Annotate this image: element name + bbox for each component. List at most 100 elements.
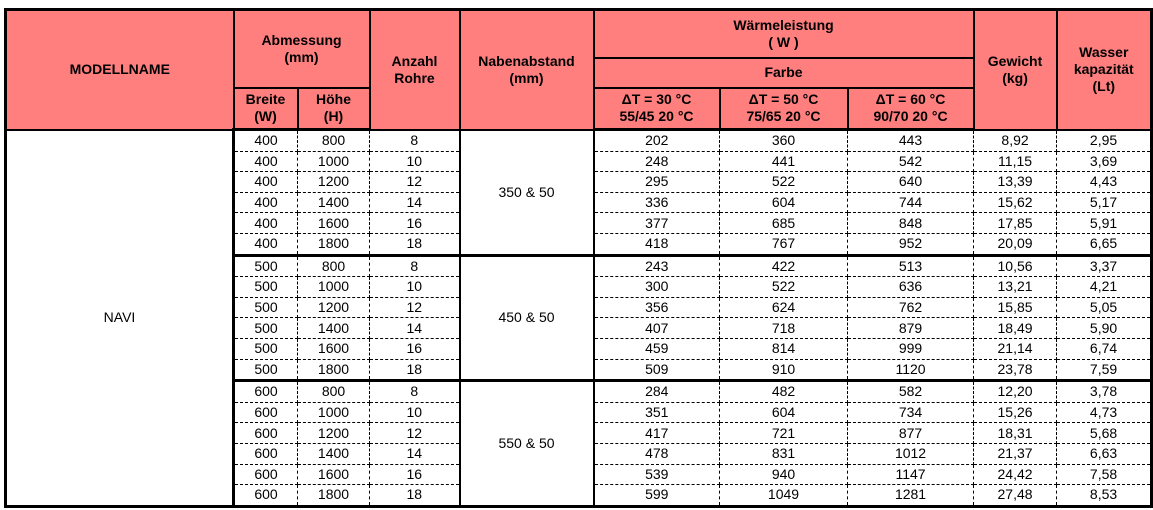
- dt60-cell: 640: [846, 171, 975, 193]
- dt50-cell: 721: [719, 422, 848, 444]
- breite-cell: 600: [232, 379, 298, 403]
- table-row: 600 800 8 550 & 50 284 482 582 12,20 3,78: [6, 379, 1153, 507]
- dt50-cell: 940: [719, 463, 848, 486]
- dt60-cell: 582: [846, 379, 975, 403]
- wasser-cell: 5,17: [1056, 191, 1153, 214]
- hoehe-cell: 1000: [297, 150, 370, 173]
- dt30-cell: 539: [592, 463, 720, 486]
- table-row: 600 1600 16 539 940 1147 24,42 7,58: [6, 463, 1153, 486]
- breite-cell: 400: [232, 129, 298, 152]
- breite-cell: 500: [232, 358, 298, 382]
- dt60-cell: 1120: [846, 358, 975, 382]
- wasser-cell: 6,63: [1056, 442, 1153, 465]
- dt60-cell: 542: [846, 150, 975, 173]
- anzahl-rohre-cell: 14: [369, 317, 460, 339]
- gewicht-cell: 15,85: [973, 296, 1058, 319]
- hoehe-cell: 1800: [297, 358, 370, 382]
- gewicht-cell: 13,21: [973, 276, 1058, 298]
- breite-cell: 400: [232, 232, 298, 256]
- dt50-cell: 604: [719, 401, 848, 424]
- dt30-cell: 509: [592, 358, 720, 382]
- breite-cell: 600: [232, 422, 298, 444]
- dt30-cell: 336: [592, 191, 720, 214]
- anzahl-rohre-cell: 12: [369, 422, 460, 444]
- dt50-cell: 522: [719, 276, 848, 298]
- breite-cell: 600: [232, 401, 298, 424]
- anzahl-rohre-cell: 10: [369, 401, 460, 424]
- dt30-cell: 459: [592, 337, 720, 360]
- dt50-cell: 522: [719, 171, 848, 193]
- dt30-cell: 284: [592, 379, 720, 403]
- hoehe-cell: 800: [297, 253, 370, 278]
- anzahl-rohre-cell: 10: [369, 276, 460, 298]
- hoehe-cell: 1800: [297, 232, 370, 256]
- anzahl-rohre-cell: 18: [369, 358, 460, 382]
- table-row: 500 1600 16 459 814 999 21,14 6,74: [6, 337, 1153, 360]
- hoehe-cell: 1600: [297, 212, 370, 234]
- breite-cell: 400: [232, 171, 298, 193]
- gewicht-cell: 18,31: [973, 422, 1058, 444]
- hoehe-cell: 800: [297, 379, 370, 403]
- table-row: 400 1600 16 377 685 848 17,85 5,91: [6, 212, 1153, 234]
- header-anzahl-rohre: Anzahl Rohre: [368, 8, 461, 131]
- dt30-cell: 295: [592, 171, 720, 193]
- hoehe-cell: 1200: [297, 296, 370, 319]
- hoehe-cell: 1400: [297, 191, 370, 214]
- wasser-cell: 6,65: [1056, 232, 1153, 256]
- wasser-cell: 3,78: [1056, 379, 1153, 403]
- breite-cell: 500: [232, 276, 298, 298]
- wasser-cell: 2,95: [1056, 129, 1153, 152]
- anzahl-rohre-cell: 8: [369, 129, 460, 152]
- breite-cell: 500: [232, 337, 298, 360]
- dt50-cell: 718: [719, 317, 848, 339]
- hoehe-cell: 1000: [297, 401, 370, 424]
- dt60-cell: 877: [846, 422, 975, 444]
- table-row: 500 1000 10 300 522 636 13,21 4,21: [6, 276, 1153, 298]
- breite-cell: 500: [232, 317, 298, 339]
- gewicht-cell: 12,20: [973, 379, 1058, 403]
- gewicht-cell: 21,37: [973, 442, 1058, 465]
- dt50-cell: 1049: [719, 484, 848, 507]
- hoehe-cell: 1200: [297, 171, 370, 193]
- breite-cell: 400: [232, 150, 298, 173]
- header-abmessung: Abmessung (mm): [232, 8, 371, 89]
- breite-cell: 400: [232, 212, 298, 234]
- wasser-cell: 6,74: [1056, 337, 1153, 360]
- modellname-cell: NAVI: [5, 129, 235, 507]
- table-row: 600 1400 14 478 831 1012 21,37 6,63: [6, 442, 1153, 465]
- anzahl-rohre-cell: 18: [369, 232, 460, 256]
- gewicht-cell: 11,15: [973, 150, 1058, 173]
- header-modellname: MODELLNAME: [4, 8, 235, 131]
- wasser-cell: 4,43: [1056, 171, 1153, 193]
- hoehe-cell: 800: [297, 129, 370, 152]
- dt60-cell: 443: [846, 129, 975, 152]
- table-row: 400 1000 10 248 441 542 11,15 3,69: [6, 150, 1153, 173]
- hoehe-cell: 1000: [297, 276, 370, 298]
- dt60-cell: 1281: [846, 484, 975, 507]
- wasser-cell: 4,21: [1056, 276, 1153, 298]
- anzahl-rohre-cell: 12: [369, 171, 460, 193]
- breite-cell: 600: [232, 463, 298, 486]
- hoehe-cell: 1200: [297, 422, 370, 444]
- wasser-cell: 7,59: [1056, 358, 1153, 382]
- gewicht-cell: 23,78: [973, 358, 1058, 382]
- dt50-cell: 685: [719, 212, 848, 234]
- gewicht-cell: 20,09: [973, 232, 1058, 256]
- gewicht-cell: 27,48: [973, 484, 1058, 507]
- dt60-cell: 879: [846, 317, 975, 339]
- wasser-cell: 5,68: [1056, 422, 1153, 444]
- dt50-cell: 831: [719, 442, 848, 465]
- dt50-cell: 624: [719, 296, 848, 319]
- dt50-cell: 814: [719, 337, 848, 360]
- dt30-cell: 300: [592, 276, 720, 298]
- gewicht-cell: 21,14: [973, 337, 1058, 360]
- wasser-cell: 5,05: [1056, 296, 1153, 319]
- radiator-spec-table: MODELLNAME Abmessung (mm) Anzahl Rohre Nab…: [4, 8, 1153, 508]
- dt50-cell: 360: [719, 129, 848, 152]
- dt30-cell: 417: [592, 422, 720, 444]
- nabenabstand-cell: 550 & 50: [458, 379, 595, 507]
- header-hoehe: Höhe (H): [296, 86, 371, 131]
- anzahl-rohre-cell: 10: [369, 150, 460, 173]
- hoehe-cell: 1800: [297, 484, 370, 507]
- dt30-cell: 377: [592, 212, 720, 234]
